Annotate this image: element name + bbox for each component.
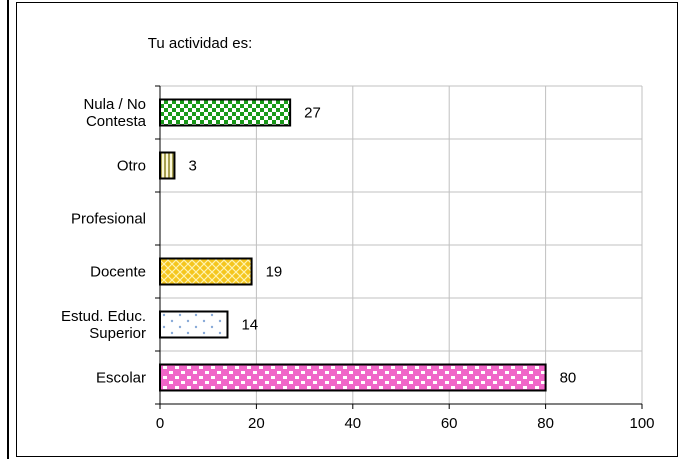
bar [159, 310, 229, 339]
data-label: 19 [266, 264, 283, 281]
data-label: 27 [304, 105, 321, 122]
category-label: Profesional [71, 211, 146, 228]
category-label: Otro [117, 158, 146, 175]
bar [159, 363, 547, 392]
category-label: Escolar [96, 370, 146, 387]
category-label: Estud. Educ. Superior [61, 308, 146, 342]
plot-area [155, 85, 643, 409]
category-labels: Nula / No Contesta Otro Profesional Docente E… [61, 96, 147, 387]
bar [159, 151, 176, 180]
value-labels: 27 3 19 14 80 [188, 105, 576, 387]
x-tick-label: 20 [248, 415, 265, 432]
x-tick-label: 0 [156, 415, 164, 432]
x-tick-labels: 0 20 40 60 80 100 [156, 415, 655, 432]
data-label: 3 [188, 158, 196, 175]
x-tick-label: 80 [537, 415, 554, 432]
chart-title: Tu actividad es: [148, 35, 253, 52]
bar [159, 257, 253, 286]
data-label: 14 [241, 317, 258, 334]
left-edge-border [0, 0, 9, 459]
x-tick-label: 100 [629, 415, 654, 432]
x-tick-label: 60 [441, 415, 458, 432]
data-label: 80 [560, 370, 577, 387]
bars [159, 98, 547, 392]
bar [159, 98, 292, 127]
category-label: Nula / No Contesta [83, 96, 146, 130]
category-label: Docente [90, 264, 146, 281]
x-tick-label: 40 [344, 415, 361, 432]
